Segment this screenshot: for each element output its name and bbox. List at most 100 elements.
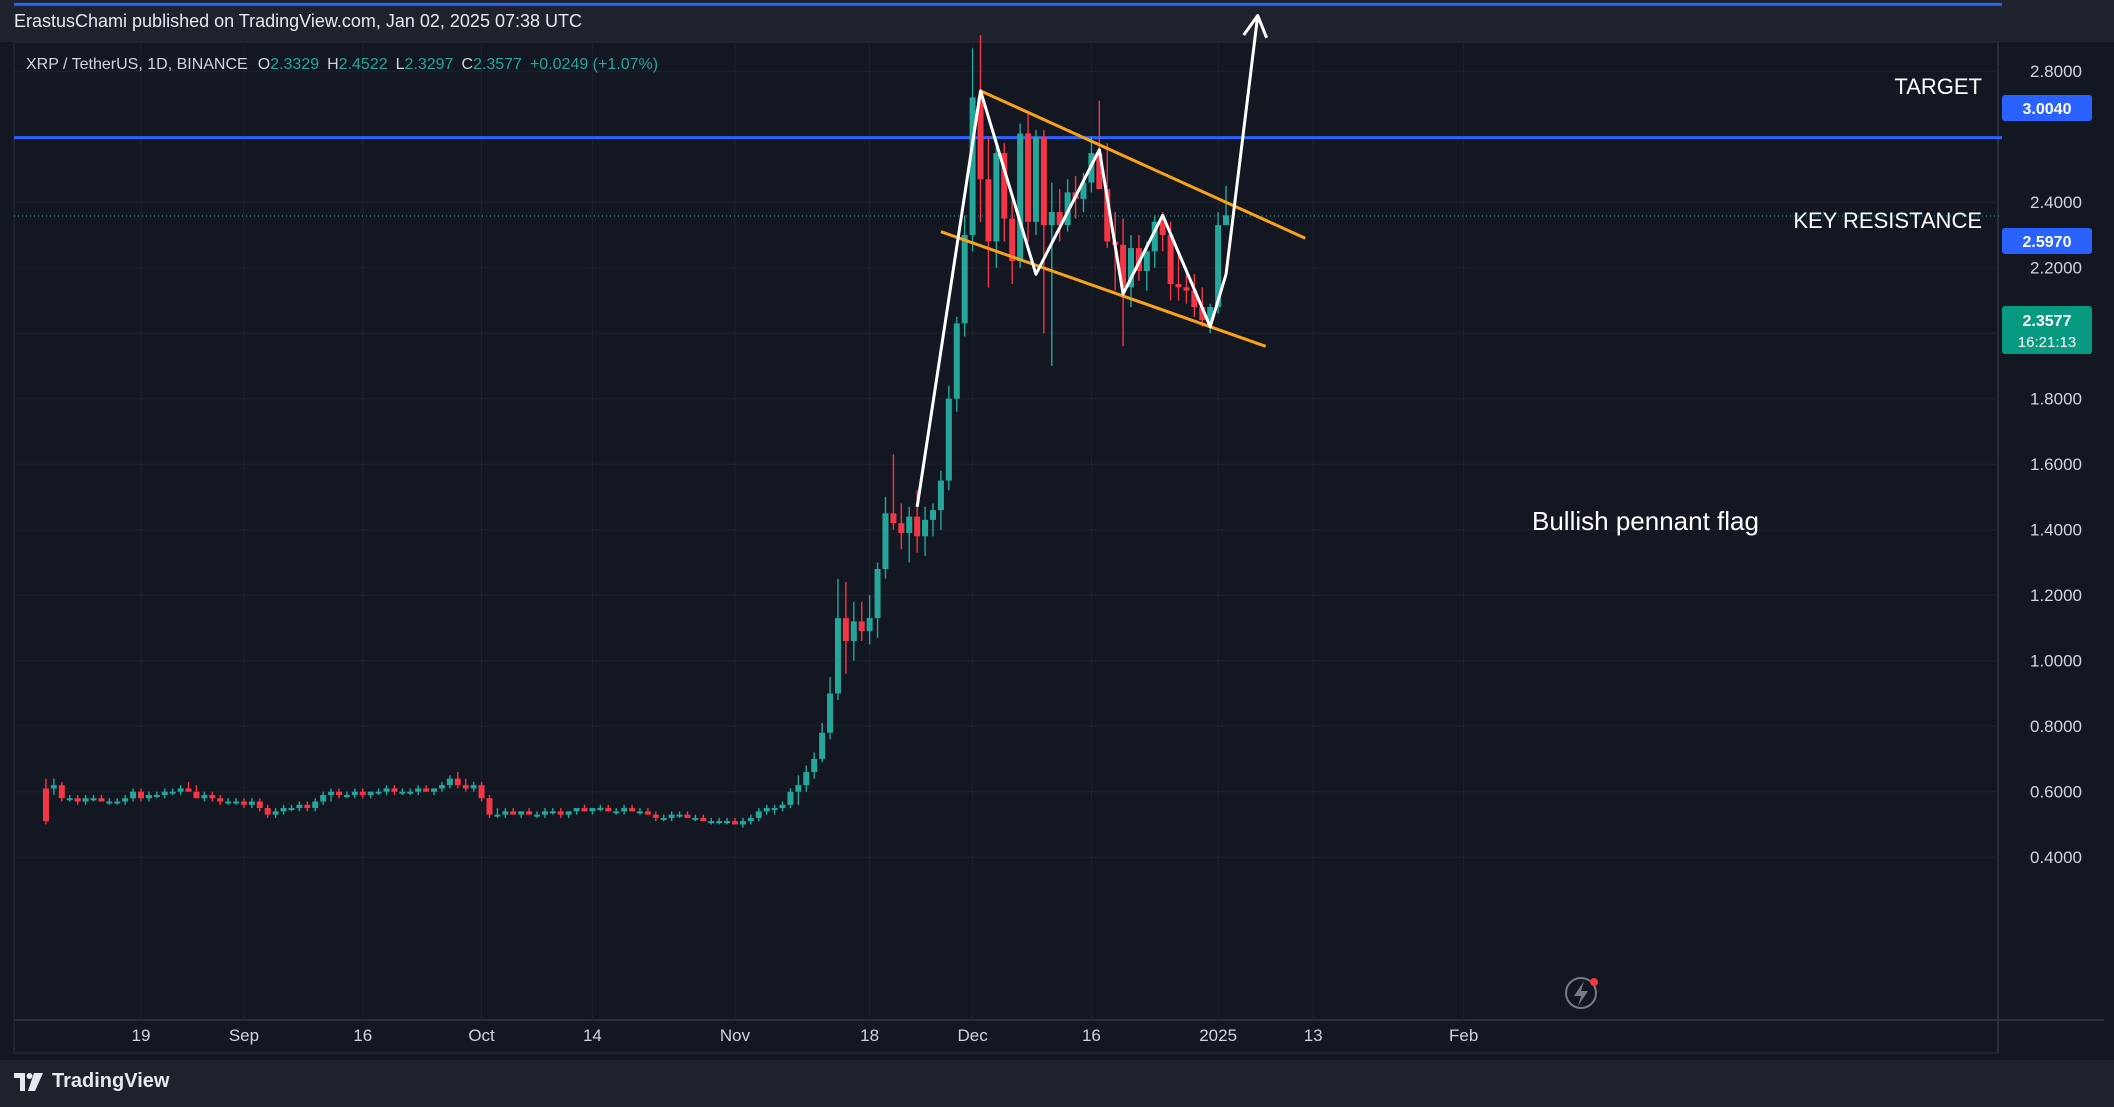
- candle: [367, 791, 374, 799]
- tradingview-logo-icon: [14, 1072, 43, 1091]
- candle: [1175, 251, 1182, 301]
- candle: [106, 798, 113, 805]
- candle: [930, 503, 936, 537]
- candle: [541, 808, 548, 818]
- y-tick-label: 0.6000: [2030, 783, 2082, 802]
- candle-body: [541, 811, 548, 815]
- candle-body: [185, 788, 192, 792]
- pennant-upper-line[interactable]: [979, 89, 1306, 240]
- candle-body: [724, 821, 731, 824]
- candle: [486, 794, 493, 818]
- candle: [787, 788, 794, 809]
- candle-body: [549, 811, 556, 814]
- candle-body: [58, 785, 65, 799]
- candle: [747, 814, 754, 825]
- candle-body: [280, 808, 287, 812]
- replay-circle: [1565, 977, 1597, 1009]
- candle: [581, 804, 588, 812]
- candle: [534, 811, 540, 818]
- candle-body: [755, 811, 762, 818]
- candle: [502, 808, 509, 818]
- candle: [248, 798, 255, 809]
- candle-body: [652, 814, 659, 818]
- candle: [50, 778, 57, 795]
- candle: [470, 781, 477, 792]
- candle-body: [161, 791, 168, 795]
- candle-body: [145, 794, 152, 799]
- candle: [138, 788, 144, 802]
- tradingview-logo[interactable]: TradingView: [14, 1070, 169, 1093]
- candle: [98, 794, 105, 802]
- candle-body: [1159, 221, 1166, 235]
- candle-body: [1001, 153, 1008, 219]
- candle-body: [272, 811, 279, 815]
- candle-body: [1199, 307, 1206, 321]
- candle: [74, 794, 81, 805]
- candle: [629, 804, 636, 812]
- candle-body: [367, 791, 374, 795]
- candle: [613, 808, 620, 815]
- candle-body: [1032, 136, 1039, 222]
- candle-body: [90, 798, 97, 801]
- candle-body: [827, 693, 834, 733]
- candle-body: [193, 791, 200, 799]
- candle-body: [834, 618, 841, 694]
- candle: [898, 503, 905, 550]
- candle-body: [1151, 221, 1158, 252]
- candle: [256, 798, 263, 812]
- candle-body: [114, 801, 121, 804]
- candle: [423, 785, 430, 792]
- candle-body: [819, 732, 826, 759]
- bottom-bar: [0, 1060, 2114, 1107]
- candle: [1151, 215, 1158, 268]
- candle-body: [169, 791, 176, 794]
- candle-body: [605, 808, 612, 812]
- candle: [462, 778, 469, 792]
- candle-body: [431, 788, 438, 792]
- candle-body: [106, 801, 113, 804]
- candle-body: [779, 804, 786, 809]
- replay-button[interactable]: [1565, 977, 1598, 1009]
- candle-body: [153, 794, 160, 797]
- candle-body: [383, 788, 390, 792]
- candle-body: [343, 794, 350, 797]
- tradingview-brand-text: TradingView: [52, 1070, 170, 1092]
- candle-body: [1183, 287, 1190, 291]
- candle-body: [391, 788, 398, 792]
- candle-body: [1175, 284, 1182, 288]
- y-tick-label: 1.8000: [2030, 390, 2082, 409]
- candle: [114, 798, 121, 805]
- candle-body: [98, 798, 105, 802]
- candle: [510, 808, 517, 815]
- candle: [233, 798, 240, 805]
- candle: [1183, 270, 1190, 304]
- candle-body: [866, 618, 873, 632]
- candle: [130, 788, 137, 802]
- candle: [724, 817, 731, 825]
- candle: [676, 811, 683, 818]
- candle-body: [50, 785, 57, 789]
- candle-body: [446, 778, 453, 786]
- legend-open-value: 2.3329: [270, 56, 319, 73]
- candle-body: [1128, 248, 1134, 288]
- candle-body: [256, 801, 263, 809]
- x-tick-label: 2025: [1199, 1026, 1237, 1045]
- candle: [621, 804, 628, 815]
- wave-path[interactable]: [915, 15, 1260, 508]
- chart-background: [0, 42, 2114, 1060]
- candle: [82, 794, 89, 805]
- target-price-text: 3.0040: [2023, 101, 2072, 118]
- x-tick-label: 16: [353, 1026, 372, 1045]
- candle-body: [1143, 251, 1150, 271]
- candle-body: [890, 513, 897, 524]
- price-chart[interactable]: 3.20002.80002.40002.20002.00001.80001.60…: [0, 0, 2114, 1060]
- candle: [304, 801, 311, 812]
- candle: [636, 808, 643, 815]
- candle: [1048, 182, 1055, 366]
- y-tick-label: 0.4000: [2030, 848, 2082, 867]
- legend-close-value: 2.3577: [473, 56, 522, 73]
- candle: [668, 811, 675, 822]
- candle: [454, 772, 461, 789]
- legend-symbol: XRP / TetherUS, 1D, BINANCE: [26, 56, 248, 73]
- candle-body: [122, 798, 129, 802]
